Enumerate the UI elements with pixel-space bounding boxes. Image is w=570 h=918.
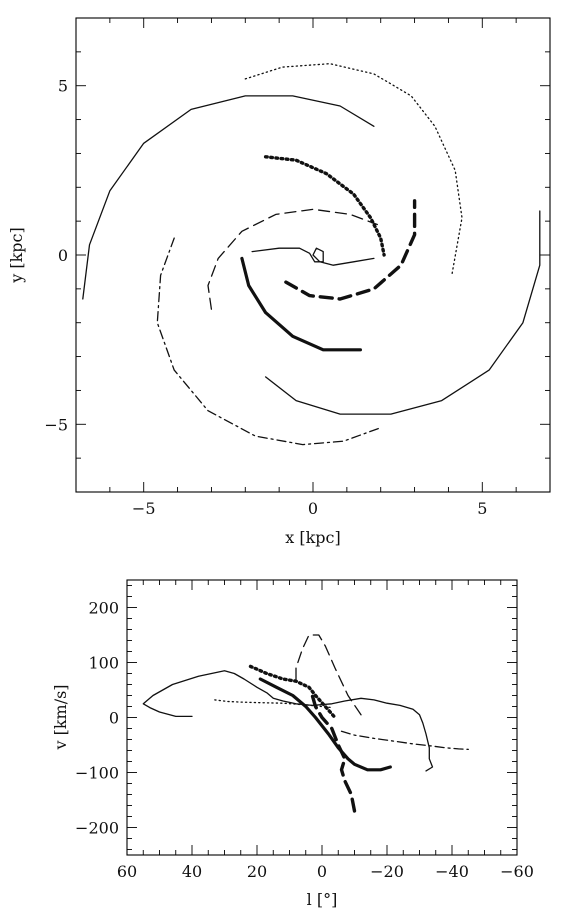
top-x-tick-label: 5 <box>477 499 487 518</box>
bottom-y-axis-label: v [km/s] <box>51 684 70 750</box>
top-y-axis-label: y [kpc] <box>7 227 26 284</box>
top-ticks: −5 0 5 −5 0 5 <box>44 17 551 518</box>
bottom-series-dashdot-thin <box>340 730 469 751</box>
top-x-tick-label: 0 <box>308 499 318 518</box>
top-series-solid-thin <box>251 247 375 266</box>
bottom-y-tick-label: 100 <box>88 654 119 673</box>
top-curves <box>82 63 541 446</box>
top-y-tick-label: 0 <box>58 246 68 265</box>
bottom-y-tick-label: −100 <box>75 764 119 783</box>
top-panel: −5 0 5 −5 0 5 x [kpc] y [kpc] <box>7 17 551 547</box>
bottom-y-tick-label: −200 <box>75 819 119 838</box>
top-series-solid-thin <box>264 210 541 415</box>
bottom-x-tick-label: 40 <box>182 862 202 881</box>
top-y-tick-label: 5 <box>58 77 68 96</box>
bottom-series-dashed-thick <box>310 693 357 813</box>
bottom-curves <box>142 634 469 813</box>
top-series-dotted-thick <box>263 155 386 257</box>
top-x-axis-label: x [kpc] <box>285 528 341 547</box>
bottom-x-tick-label: 0 <box>317 862 327 881</box>
bottom-x-tick-label: 60 <box>117 862 137 881</box>
bottom-x-tick-label: −60 <box>500 862 534 881</box>
top-y-tick-label: −5 <box>44 415 68 434</box>
bottom-x-tick-label: −20 <box>370 862 404 881</box>
top-series-dashed-thick <box>284 199 417 301</box>
bottom-x-tick-label: −40 <box>435 862 469 881</box>
bottom-series-dotted-thick <box>248 664 337 720</box>
top-series-dashed-thin <box>207 208 378 310</box>
bottom-series-solid-thick <box>258 677 392 772</box>
bottom-x-axis-label: l [°] <box>307 890 338 909</box>
top-x-tick-label: −5 <box>132 499 156 518</box>
bottom-y-tick-label: 200 <box>88 599 119 618</box>
bottom-series-solid-thin <box>142 670 434 772</box>
top-series-solid-thick <box>240 256 362 352</box>
bottom-x-tick-label: 20 <box>247 862 267 881</box>
top-series-dashdot-thin <box>156 237 382 446</box>
top-series-solid-thin <box>82 95 375 300</box>
bottom-y-tick-label: 0 <box>109 709 119 728</box>
bottom-series-dashed-thin <box>295 634 362 716</box>
